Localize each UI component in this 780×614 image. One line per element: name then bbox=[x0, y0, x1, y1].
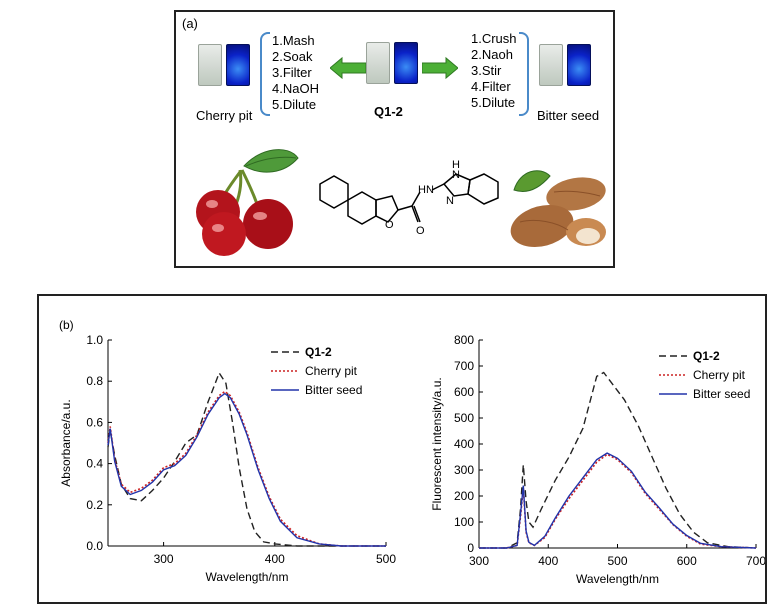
bitter-vial-daylight bbox=[539, 44, 563, 86]
cherry-vial-daylight bbox=[198, 44, 222, 86]
cherry-steps-list: 1.Mash 2.Soak 3.Filter 4.NaOH 5.Dilute bbox=[272, 33, 319, 113]
x-tick-label: 400 bbox=[265, 552, 285, 566]
left-arrow-icon bbox=[330, 56, 366, 80]
q12-label: Q1-2 bbox=[374, 104, 403, 119]
series-line-q1-2 bbox=[479, 371, 757, 549]
panel-a-label: (a) bbox=[182, 16, 198, 31]
q12-structure-diagram: O O HN H N N bbox=[319, 159, 499, 237]
y-tick-label: 800 bbox=[454, 333, 474, 347]
cherry-step: 1.Mash bbox=[272, 33, 315, 48]
legend-label: Cherry pit bbox=[305, 364, 358, 378]
y-tick-label: 400 bbox=[454, 437, 474, 451]
amide-nh-label: HN bbox=[418, 184, 434, 196]
y-tick-label: 100 bbox=[454, 515, 474, 529]
x-tick-label: 400 bbox=[538, 554, 558, 568]
absorbance-chart: 0.0 0.2 0.4 0.6 0.8 1.0 300 400 500 Wavelength/nm… bbox=[59, 333, 396, 584]
left-brace bbox=[260, 32, 270, 116]
x-axis-label: Wavelength/nm bbox=[206, 570, 289, 584]
legend-label: Bitter seed bbox=[305, 383, 362, 397]
series-line-bitter-seed bbox=[479, 452, 757, 549]
almonds-image bbox=[510, 170, 606, 248]
panel-b-label: (b) bbox=[59, 318, 74, 332]
series-line-cherry-pit bbox=[107, 390, 386, 547]
bitter-seed-label: Bitter seed bbox=[537, 108, 600, 123]
cherries-image bbox=[196, 149, 299, 256]
y-tick-label: 500 bbox=[454, 411, 474, 425]
bitter-steps-list: 1.Crush 2.Naoh 3.Stir 4.Filter 5.Dilute bbox=[471, 31, 517, 111]
y-axis-label: Absorbance/a.u. bbox=[59, 399, 73, 486]
imidazole-n-lower-label: N bbox=[446, 195, 454, 207]
imidazole-h-label: H bbox=[452, 159, 460, 171]
y-tick-label: 1.0 bbox=[86, 333, 103, 347]
y-tick-label: 600 bbox=[454, 385, 474, 399]
spectra-panel-b: (b) 0.0 0.2 0.4 0.6 0.8 1.0 300 400 500 Wavelengt… bbox=[37, 294, 767, 604]
imidazole-n-upper-label: N bbox=[452, 169, 460, 181]
bitter-step: 1.Crush bbox=[471, 31, 517, 46]
x-tick-label: 500 bbox=[607, 554, 627, 568]
x-axis-label: Wavelength/nm bbox=[576, 572, 659, 586]
y-tick-label: 0.8 bbox=[86, 374, 103, 388]
series-line-bitter-seed bbox=[107, 392, 386, 547]
x-tick-label: 300 bbox=[469, 554, 489, 568]
legend-label: Q1-2 bbox=[305, 345, 332, 359]
y-tick-label: 0.4 bbox=[86, 457, 103, 471]
bitter-vial-uv bbox=[567, 44, 591, 86]
bitter-step: 4.Filter bbox=[471, 79, 511, 94]
series-line-q1-2 bbox=[107, 371, 386, 547]
cherry-vial-uv bbox=[226, 44, 250, 86]
bitter-step: 2.Naoh bbox=[471, 47, 513, 62]
y-tick-label: 0.6 bbox=[86, 415, 103, 429]
cherry-step: 3.Filter bbox=[272, 65, 312, 80]
carbonyl-oxygen-label: O bbox=[416, 225, 425, 237]
x-tick-label: 500 bbox=[376, 552, 396, 566]
legend-label: Cherry pit bbox=[693, 368, 746, 382]
legend-label: Q1-2 bbox=[693, 349, 720, 363]
x-tick-label: 700 bbox=[746, 554, 765, 568]
y-tick-label: 0.2 bbox=[86, 498, 103, 512]
right-brace bbox=[519, 32, 529, 116]
cherry-step: 4.NaOH bbox=[272, 81, 319, 96]
cherry-step: 5.Dilute bbox=[272, 97, 317, 112]
y-axis-label: Fluorescent intensity/a.u. bbox=[430, 377, 444, 510]
y-tick-label: 700 bbox=[454, 359, 474, 373]
furan-oxygen-label: O bbox=[385, 219, 394, 231]
x-tick-label: 600 bbox=[677, 554, 697, 568]
scheme-panel-a: (a) Cherry pit 1.Mash 2.Soak 3.Filter 4.… bbox=[174, 10, 615, 268]
cherry-step: 2.Soak bbox=[272, 49, 313, 64]
y-tick-label: 300 bbox=[454, 463, 474, 477]
q12-vial-daylight bbox=[366, 42, 390, 84]
x-tick-label: 300 bbox=[154, 552, 174, 566]
bitter-step: 3.Stir bbox=[471, 63, 502, 78]
fluorescence-chart: 0 100 200 300 400 500 600 700 800 300 400 500 600 700… bbox=[430, 333, 765, 586]
cherry-pit-label: Cherry pit bbox=[196, 108, 253, 123]
y-tick-label: 0.0 bbox=[86, 539, 103, 553]
bitter-step: 5.Dilute bbox=[471, 95, 516, 110]
y-tick-label: 0 bbox=[467, 541, 474, 555]
y-tick-label: 200 bbox=[454, 489, 474, 503]
legend-label: Bitter seed bbox=[693, 387, 750, 401]
right-arrow-icon bbox=[422, 56, 458, 80]
q12-vial-uv bbox=[394, 42, 418, 84]
